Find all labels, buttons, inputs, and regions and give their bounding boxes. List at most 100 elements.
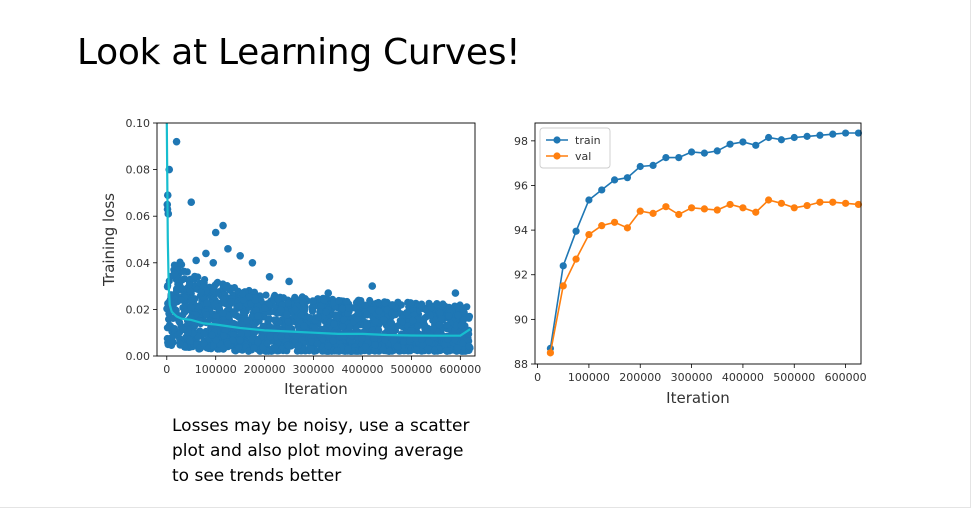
data-point-train <box>687 148 696 156</box>
loss-point <box>271 344 279 352</box>
loss-outlier-point <box>451 289 460 297</box>
loss-point <box>186 337 194 345</box>
data-point-val <box>829 198 837 206</box>
loss-point <box>305 314 313 322</box>
loss-point <box>170 261 178 269</box>
loss-point <box>344 304 352 312</box>
loss-point <box>170 325 179 333</box>
loss-point <box>409 316 417 325</box>
loss-point <box>202 311 210 319</box>
loss-point <box>179 325 187 333</box>
data-point-val <box>777 199 786 207</box>
loss-point <box>244 329 252 337</box>
loss-point <box>370 335 378 343</box>
loss-point <box>184 328 192 336</box>
x-tick-label: 300000 <box>293 363 335 376</box>
loss-point <box>324 342 332 350</box>
x-tick-label: 0 <box>163 363 170 376</box>
y-axis-label: Training loss <box>100 193 118 287</box>
loss-outlier-point <box>236 252 244 260</box>
loss-point <box>403 309 411 317</box>
data-point-train <box>829 130 837 138</box>
loss-point <box>197 288 205 296</box>
loss-point <box>320 296 328 304</box>
loss-point <box>209 341 217 350</box>
accuracy-chart: 0 100000 200000 300000 400000 500000 600000 88 9… <box>514 122 867 405</box>
loss-outlier-point <box>192 256 200 265</box>
loss-point <box>400 338 408 346</box>
loss-point <box>335 296 343 305</box>
slide-caption: Losses may be noisy, use a scatter plot … <box>172 416 470 486</box>
moving-average-line <box>165 123 471 337</box>
loss-point <box>314 313 322 321</box>
loss-outlier-point <box>368 282 377 290</box>
loss-point <box>436 309 444 317</box>
loss-point <box>300 322 308 330</box>
loss-point <box>465 342 473 350</box>
data-point-train <box>739 138 747 146</box>
loss-outlier-point <box>172 137 181 146</box>
accuracy-axes-frame <box>534 122 862 365</box>
series-train <box>546 129 863 352</box>
y-tick-label: 96 <box>514 179 528 192</box>
loss-point <box>393 342 401 351</box>
loss-point <box>277 306 285 314</box>
loss-point <box>227 298 235 306</box>
data-point-val <box>610 218 619 226</box>
loss-point <box>238 321 246 329</box>
loss-point <box>361 343 370 351</box>
loss-point <box>261 304 269 312</box>
x-tick-label: 100000 <box>195 363 237 376</box>
loss-point <box>429 325 437 333</box>
y-tick-label: 0.04 <box>126 257 151 270</box>
loss-point <box>391 311 399 319</box>
loss-point <box>194 332 202 341</box>
loss-point <box>271 316 279 324</box>
loss-point <box>274 295 282 303</box>
data-point-train <box>623 174 632 182</box>
loss-point <box>387 319 395 327</box>
y-tick-label: 0.06 <box>126 210 151 223</box>
loss-point <box>363 321 371 329</box>
data-point-train <box>598 186 606 194</box>
series-val <box>546 196 863 357</box>
data-point-train <box>816 131 824 139</box>
loss-point <box>195 302 203 311</box>
legend: train val <box>539 127 611 169</box>
loss-point <box>196 344 204 352</box>
loss-point <box>381 336 389 344</box>
loss-point <box>330 320 338 328</box>
x-tick-label: 100000 <box>568 371 610 384</box>
loss-point <box>167 297 175 306</box>
data-point-train <box>559 262 567 270</box>
slide-title: Look at Learning Curves! <box>77 32 521 73</box>
loss-point <box>425 338 433 346</box>
loss-point <box>371 341 379 349</box>
loss-point <box>435 321 444 329</box>
data-point-train <box>777 136 786 144</box>
loss-point <box>200 330 208 338</box>
data-point-val <box>841 199 850 207</box>
loss-point <box>238 290 247 298</box>
data-point-train <box>662 153 670 162</box>
loss-point <box>442 347 450 355</box>
loss-outlier-point <box>224 245 232 253</box>
loss-point <box>346 323 354 331</box>
y-tick-label: 90 <box>514 313 528 326</box>
data-point-val <box>726 200 734 209</box>
loss-point <box>460 316 468 324</box>
loss-point <box>375 307 383 315</box>
loss-point <box>191 295 199 303</box>
data-point-val <box>687 204 696 212</box>
loss-point <box>221 299 229 308</box>
loss-outlier-point <box>248 259 257 267</box>
loss-outlier-point <box>285 277 293 286</box>
loss-point <box>179 267 187 275</box>
loss-outlier-point <box>211 228 220 237</box>
loss-point <box>239 296 248 304</box>
loss-point <box>354 309 362 318</box>
loss-point <box>230 284 239 292</box>
data-point-val <box>739 204 747 212</box>
loss-point <box>230 311 238 319</box>
loss-point <box>445 312 453 320</box>
